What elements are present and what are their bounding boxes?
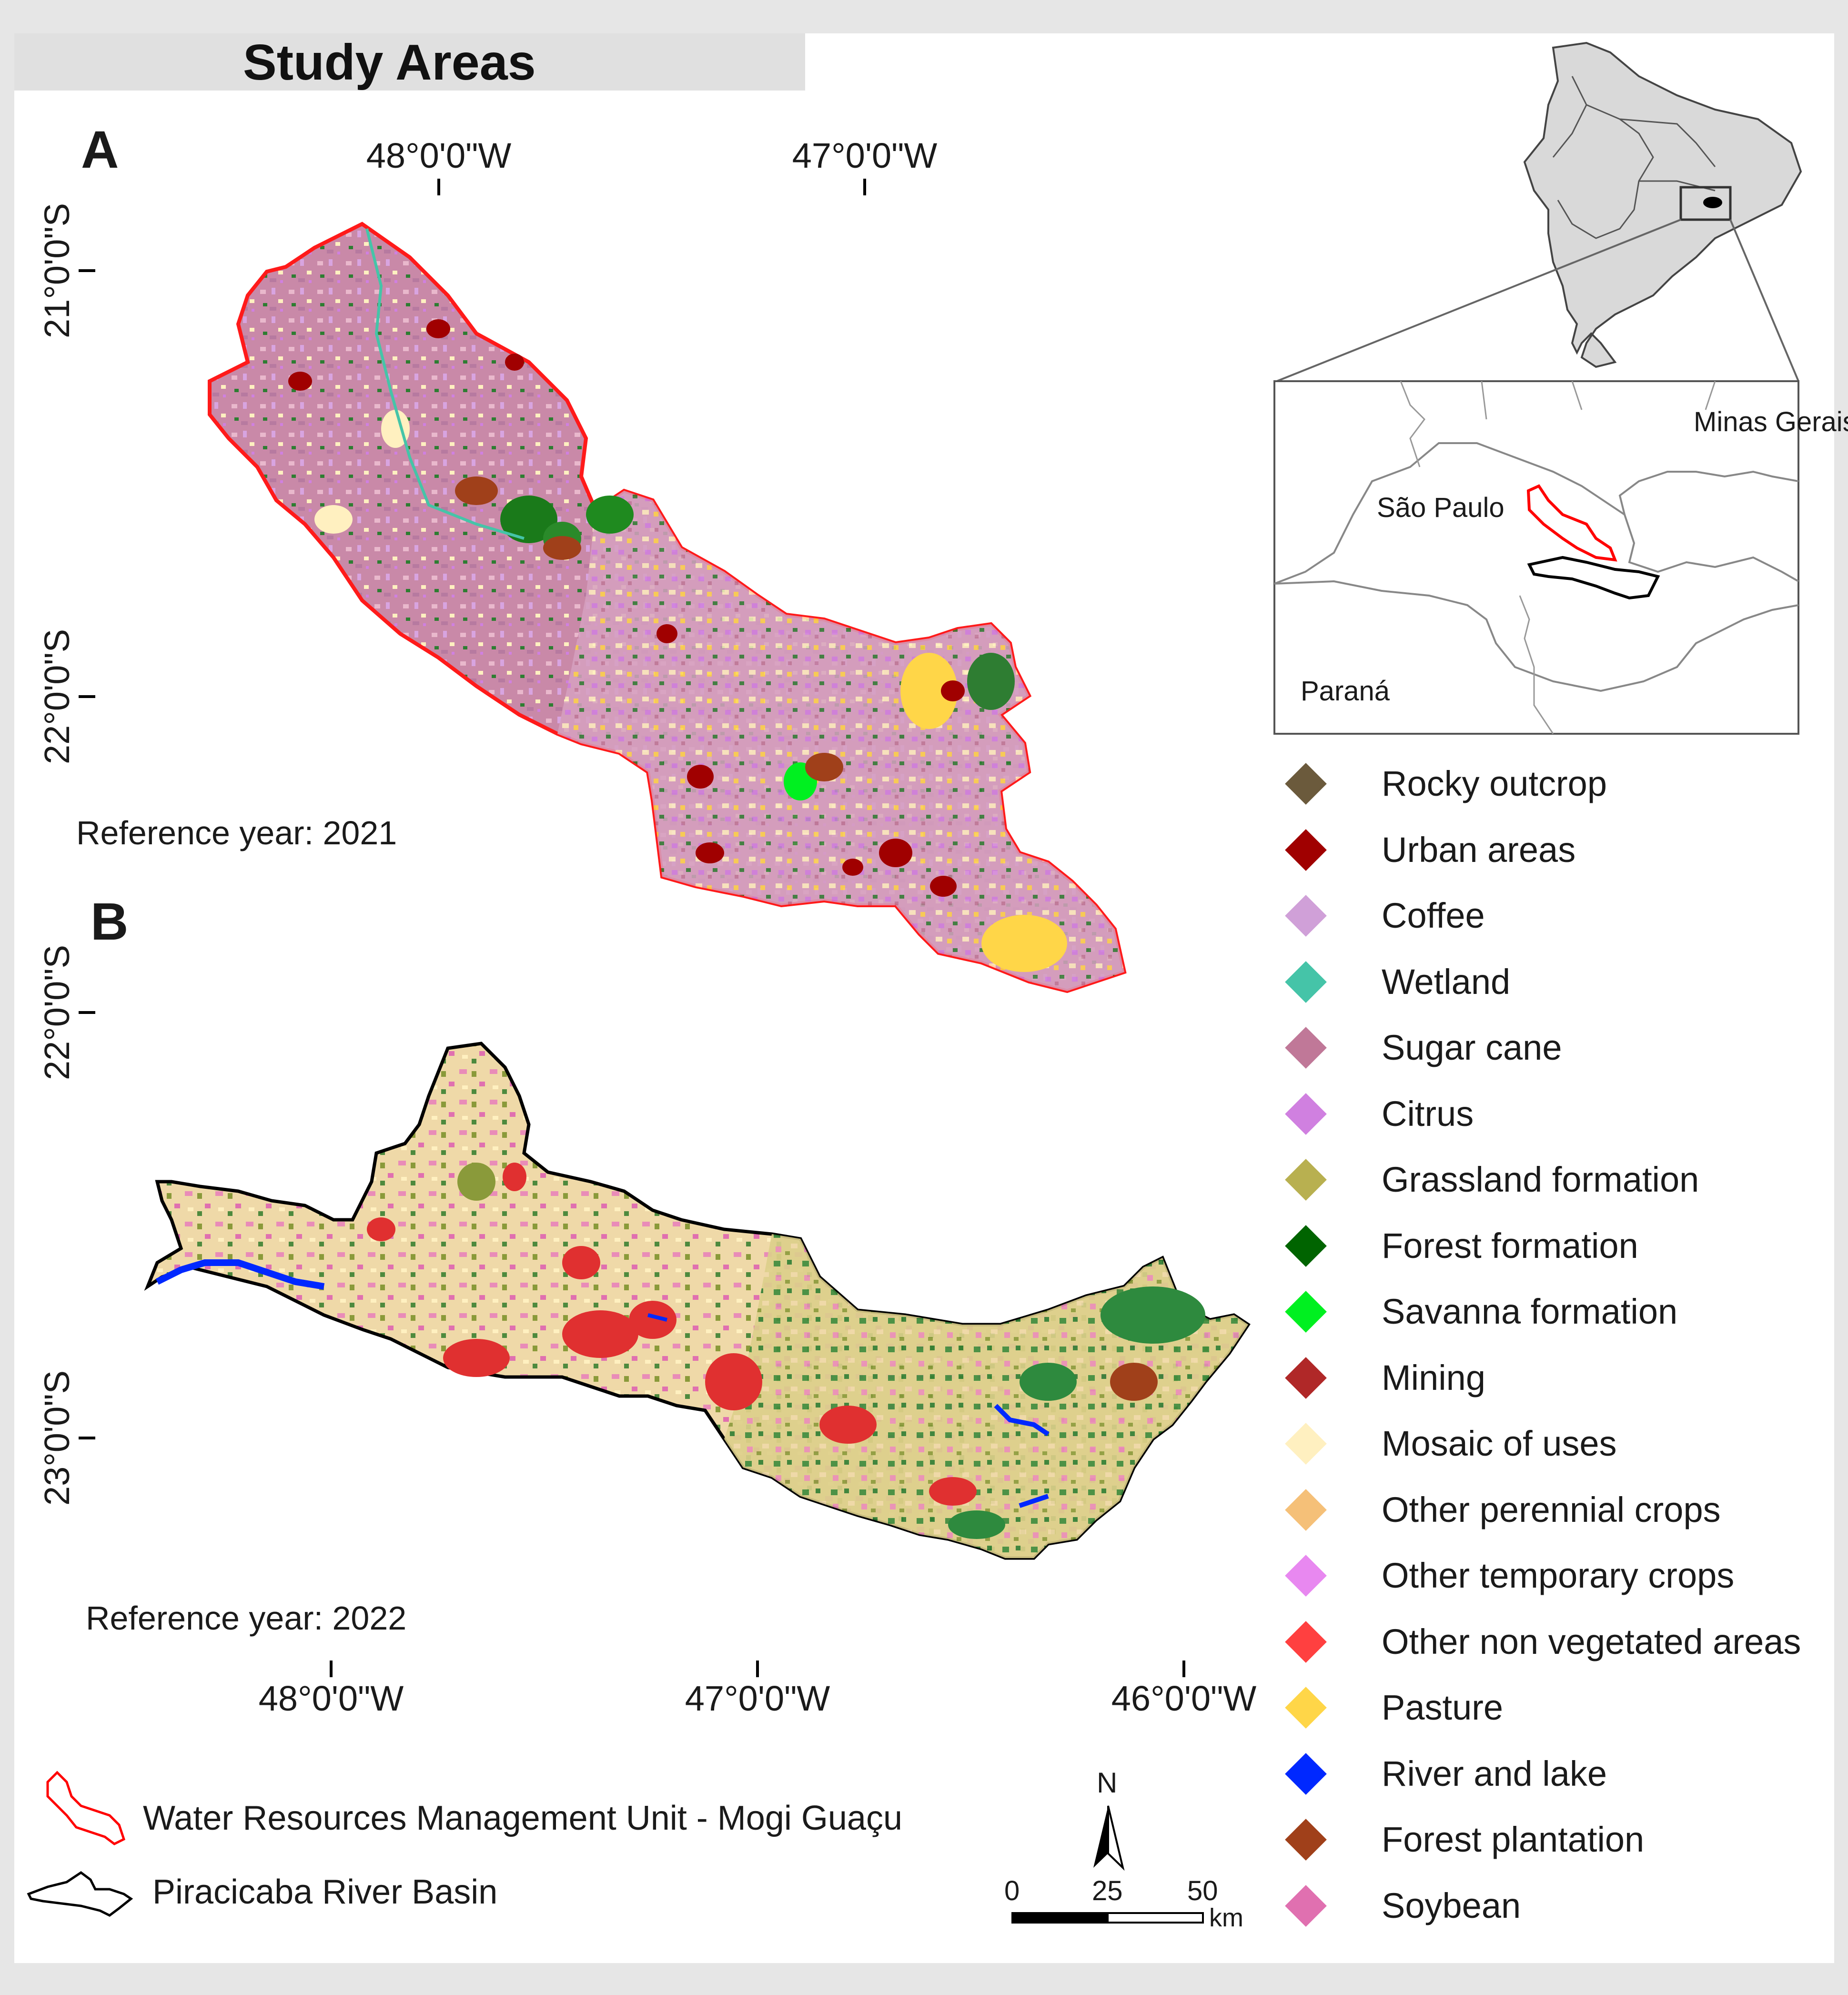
panel-a-features [288,228,1067,972]
north-arrow-icon [1093,1805,1125,1871]
legend-item: Wetland [1277,956,1510,1008]
legend-item: Rocky outcrop [1277,758,1607,810]
legend-item: Other non vegetated areas [1277,1616,1801,1668]
legend-swatch-icon [1285,1093,1327,1135]
legend-swatch-icon [1285,1225,1327,1267]
panel-b-axes [79,1011,1185,1677]
page-title: Study Areas [243,34,536,91]
legend-label: Forest plantation [1382,1820,1645,1859]
legend-item: Urban areas [1277,824,1575,876]
legend-label: Pasture [1382,1688,1504,1727]
panel-a-letter: A [81,121,119,179]
inset-label-minas-gerais: Minas Gerais [1694,406,1848,437]
legend-label: Grassland formation [1382,1160,1699,1199]
legend-item: Citrus [1277,1088,1474,1140]
legend-swatch-icon [1285,1687,1327,1729]
panel-a-reference-year: Reference year: 2021 [76,814,397,851]
legend-swatch-icon [1285,1291,1327,1333]
scale-tick-50: 50 [1187,1875,1218,1906]
locator-line-left [1276,219,1681,382]
legend-label: Urban areas [1382,830,1576,870]
legend-label: Other perennial crops [1382,1489,1721,1529]
legend-label: Mining [1382,1357,1485,1398]
locator-line-right [1729,219,1799,382]
legend-swatch-icon [1285,1159,1327,1201]
legend-swatch-icon [1285,1819,1327,1861]
piracicaba-legend-symbol [27,1871,133,1917]
legend-label: Sugar cane [1382,1028,1562,1067]
legend-label: Mosaic of uses [1382,1424,1617,1463]
legend-label: Wetland [1382,962,1511,1002]
panel-b-features [155,1163,1205,1539]
panel-b-reference-year: Reference year: 2022 [86,1600,406,1637]
panel-a-x-tick-1: 48°0'0"W [366,136,512,175]
panel-a-y-tick-2: 22°0'0"S [37,629,77,764]
scale-tick-0: 0 [1004,1875,1020,1906]
legend-swatch-icon [1285,829,1327,871]
mogi-guacu-legend-symbol [46,1771,126,1845]
title-banner [14,33,805,91]
legend-item: Mosaic of uses [1277,1418,1617,1470]
legend-item: Forest plantation [1277,1813,1644,1866]
legend-swatch-icon [1285,895,1327,937]
panel-a-x-tick-2: 47°0'0"W [792,136,938,175]
panel-b-y-tick-2: 23°0'0"S [37,1370,77,1506]
legend-label: Rocky outcrop [1382,764,1607,803]
scale-unit: km [1209,1904,1243,1932]
panel-b-x-tick-3: 46°0'0"W [1111,1679,1257,1718]
scale-bar [1011,1912,1204,1924]
legend-item: River and lake [1277,1748,1607,1800]
state-inset-map [1273,380,1799,735]
legend-item: Grassland formation [1277,1154,1699,1206]
legend-label: Soybean [1382,1885,1521,1925]
legend-item: Other temporary crops [1277,1549,1734,1602]
legend-item: Sugar cane [1277,1022,1562,1074]
legend-swatch-icon [1285,1884,1327,1927]
legend-label: Citrus [1382,1094,1474,1134]
south-america-locator [1523,41,1802,368]
legend-label: Other non vegetated areas [1382,1621,1801,1661]
legend-swatch-icon [1285,1489,1327,1531]
scale-tick-25: 25 [1092,1875,1123,1906]
legend-swatch-icon [1285,1423,1327,1465]
legend-item: Pasture [1277,1681,1503,1734]
piracicaba-east-texture [724,1234,1248,1558]
legend-item: Mining [1277,1352,1485,1404]
legend-swatch-icon [1285,1752,1327,1795]
mogi-guacu-east-texture [557,491,1124,991]
panel-b-letter: B [91,892,128,951]
legend-item: Soybean [1277,1880,1521,1932]
legend-swatch-icon [1285,763,1327,805]
legend-item: Coffee [1277,890,1485,942]
boundary-label-mogi-guacu: Water Resources Management Unit - Mogi G… [143,1799,902,1837]
panel-a-y-tick-1: 21°0'0"S [37,203,77,338]
legend-label: Other temporary crops [1382,1556,1735,1595]
legend-item: Savanna formation [1277,1286,1677,1338]
panel-a-axes [79,179,866,698]
legend-item: Forest formation [1277,1220,1638,1272]
panel-b-y-tick-1: 22°0'0"S [37,945,77,1080]
legend-label: Coffee [1382,896,1485,935]
legend-swatch-icon [1285,1620,1327,1663]
legend-swatch-icon [1285,961,1327,1003]
legend-label: River and lake [1382,1753,1607,1793]
legend-swatch-icon [1285,1027,1327,1069]
legend-swatch-icon [1285,1357,1327,1399]
north-label: N [1097,1767,1118,1799]
legend-item: Other perennial crops [1277,1484,1721,1536]
panel-b-x-tick-1: 48°0'0"W [259,1679,404,1718]
inset-label-sao-paulo: São Paulo [1377,492,1505,523]
legend-label: Savanna formation [1382,1292,1678,1331]
panel-b-x-tick-2: 47°0'0"W [685,1679,830,1718]
boundary-label-piracicaba: Piracicaba River Basin [152,1873,498,1911]
legend-label: Forest formation [1382,1225,1638,1266]
inset-label-parana: Paraná [1301,676,1390,707]
legend-swatch-icon [1285,1555,1327,1597]
